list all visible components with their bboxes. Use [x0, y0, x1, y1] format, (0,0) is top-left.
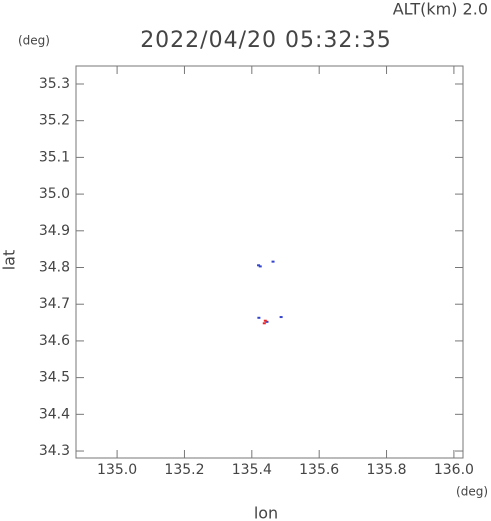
chart-title: 2022/04/20 05:32:35	[140, 28, 392, 53]
point	[257, 316, 261, 319]
y-tick-label: 35.1	[39, 149, 70, 165]
point	[271, 260, 275, 263]
y-tick-label: 34.5	[39, 370, 70, 386]
x-tick-label: 135.6	[299, 462, 339, 478]
point	[265, 320, 269, 323]
x-tick-label: 135.0	[97, 462, 137, 478]
x-axis-label: lon	[254, 504, 278, 521]
point	[262, 322, 266, 325]
altitude-label: ALT(km) 2.0	[393, 0, 488, 19]
plot-frame	[75, 65, 464, 459]
y-tick-label: 34.4	[39, 406, 70, 422]
y-tick-label: 34.6	[39, 333, 70, 349]
x-tick-label: 135.8	[366, 462, 406, 478]
x-tick-label: 136.0	[434, 462, 474, 478]
y-tick-label: 35.2	[39, 113, 70, 129]
y-tick-label: 34.9	[39, 223, 70, 239]
y-unit: (deg)	[18, 34, 50, 48]
y-tick-label: 34.3	[39, 443, 70, 459]
x-tick-label: 135.4	[232, 462, 272, 478]
point	[258, 265, 262, 268]
point	[257, 264, 261, 267]
y-tick-label: 34.8	[39, 260, 70, 276]
point	[263, 319, 267, 322]
y-axis-label: lat	[0, 250, 19, 271]
point	[279, 316, 283, 319]
x-unit: (deg)	[456, 485, 488, 499]
y-tick-label: 35.0	[39, 186, 70, 202]
y-tick-label: 34.7	[39, 296, 70, 312]
y-tick-label: 35.3	[39, 76, 70, 92]
x-tick-label: 135.2	[164, 462, 204, 478]
